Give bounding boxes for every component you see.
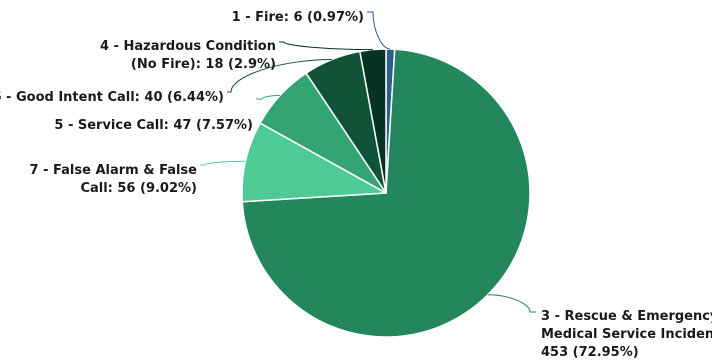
pie-slice-7-false-alarm-false-call xyxy=(241,122,387,203)
slice-label-line: Call: 56 (9.02%) xyxy=(80,181,197,196)
connector-5-service-call xyxy=(256,94,281,100)
slice-label-4-hazardous-condition-no-fire: 4 - Hazardous Condition (No Fire): 18 (2.… xyxy=(100,39,276,72)
slice-label-line: 6 - Good Intent Call: 40 (6.44%) xyxy=(0,90,224,105)
connectors-layer xyxy=(200,11,536,313)
slice-label-3-rescue-emergency-medical-service-incident: 3 - Rescue & Emergency Medical Service In… xyxy=(541,309,712,360)
slice-label-line: 5 - Service Call: 47 (7.57%) xyxy=(54,118,253,133)
slice-label-line: 7 - False Alarm & False xyxy=(30,163,198,178)
slice-label-6-good-intent-call: 6 - Good Intent Call: 40 (6.44%) xyxy=(0,90,224,105)
slice-label-7-false-alarm-false-call: 7 - False Alarm & False Call: 56 (9.02%) xyxy=(30,163,198,196)
slice-label-line: 4 - Hazardous Condition xyxy=(100,39,276,54)
connector-6-good-intent-call xyxy=(227,59,332,93)
slice-label-line: 3 - Rescue & Emergency xyxy=(541,309,712,324)
connector-1-fire xyxy=(367,11,391,50)
slice-label-line: 453 (72.95%) xyxy=(541,345,639,360)
slice-label-5-service-call: 5 - Service Call: 47 (7.57%) xyxy=(54,118,253,133)
slice-label-line: 1 - Fire: 6 (0.97%) xyxy=(232,10,364,25)
slice-label-line: (No Fire): 18 (2.9%) xyxy=(131,57,276,72)
connector-3-rescue-emergency-medical-service-incident xyxy=(487,294,536,313)
slice-label-line: Medical Service Incident: xyxy=(541,327,712,342)
labels-layer: 1 - Fire: 6 (0.97%) 3 - Rescue & Emergenc… xyxy=(0,10,712,360)
slices-layer xyxy=(241,48,531,338)
connector-7-false-alarm-false-call xyxy=(200,160,246,166)
slice-label-1-fire: 1 - Fire: 6 (0.97%) xyxy=(232,10,364,25)
connector-4-hazardous-condition-no-fire xyxy=(279,41,373,51)
